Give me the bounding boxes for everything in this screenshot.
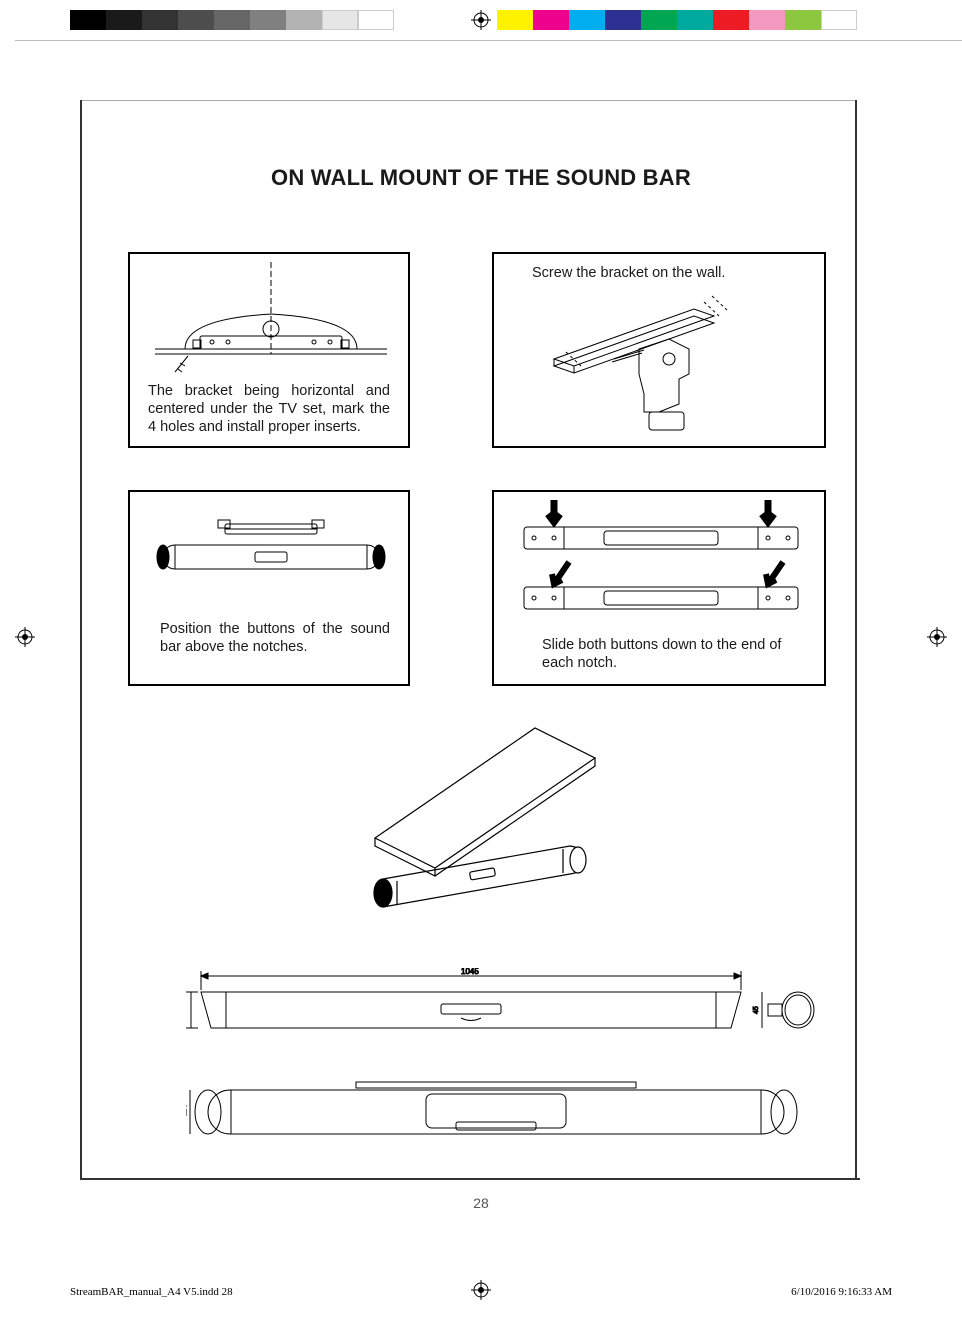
registration-mark-icon (15, 627, 35, 647)
step-panel-3: Position the buttons of the sound bar ab… (128, 490, 410, 686)
page-title: ON WALL MOUNT OF THE SOUND BAR (0, 165, 962, 191)
dim-width: 1045 (461, 968, 479, 976)
step-caption: The bracket being horizontal and centere… (148, 382, 390, 436)
page-number: 28 (0, 1195, 962, 1211)
dim-height-top: 114 (186, 1105, 188, 1116)
bracket-mark-diagram (130, 254, 412, 384)
top-dimension-diagram: 114 (186, 1070, 806, 1145)
dim-depth: 45 (753, 1006, 760, 1014)
color-swatches (497, 10, 857, 30)
registration-mark-icon (927, 627, 947, 647)
step-caption: Screw the bracket on the wall. (532, 264, 806, 282)
position-diagram (130, 492, 412, 612)
page-frame-right (855, 100, 857, 1180)
registration-mark-icon (471, 10, 491, 30)
slide-down-diagram (494, 492, 828, 652)
footer-filename: StreamBAR_manual_A4 V5.indd 28 (70, 1286, 233, 1298)
footer-datetime: 6/10/2016 9:16:33 AM (791, 1286, 892, 1298)
final-mounted-diagram (335, 718, 635, 928)
step-panel-2: Screw the bracket on the wall. (492, 252, 826, 448)
step-caption: Position the buttons of the sound bar ab… (160, 620, 390, 656)
step-panel-1: The bracket being horizontal and centere… (128, 252, 410, 448)
step-panel-4: Slide both buttons down to the end of ea… (492, 490, 826, 686)
grayscale-swatches (70, 10, 394, 30)
crop-line (15, 40, 962, 41)
step-caption: Slide both buttons down to the end of ea… (542, 636, 814, 672)
drill-diagram (494, 254, 828, 450)
front-dimension-diagram: 1045 79 45 (186, 968, 836, 1063)
print-footer: StreamBAR_manual_A4 V5.indd 28 6/10/2016… (70, 1286, 892, 1298)
